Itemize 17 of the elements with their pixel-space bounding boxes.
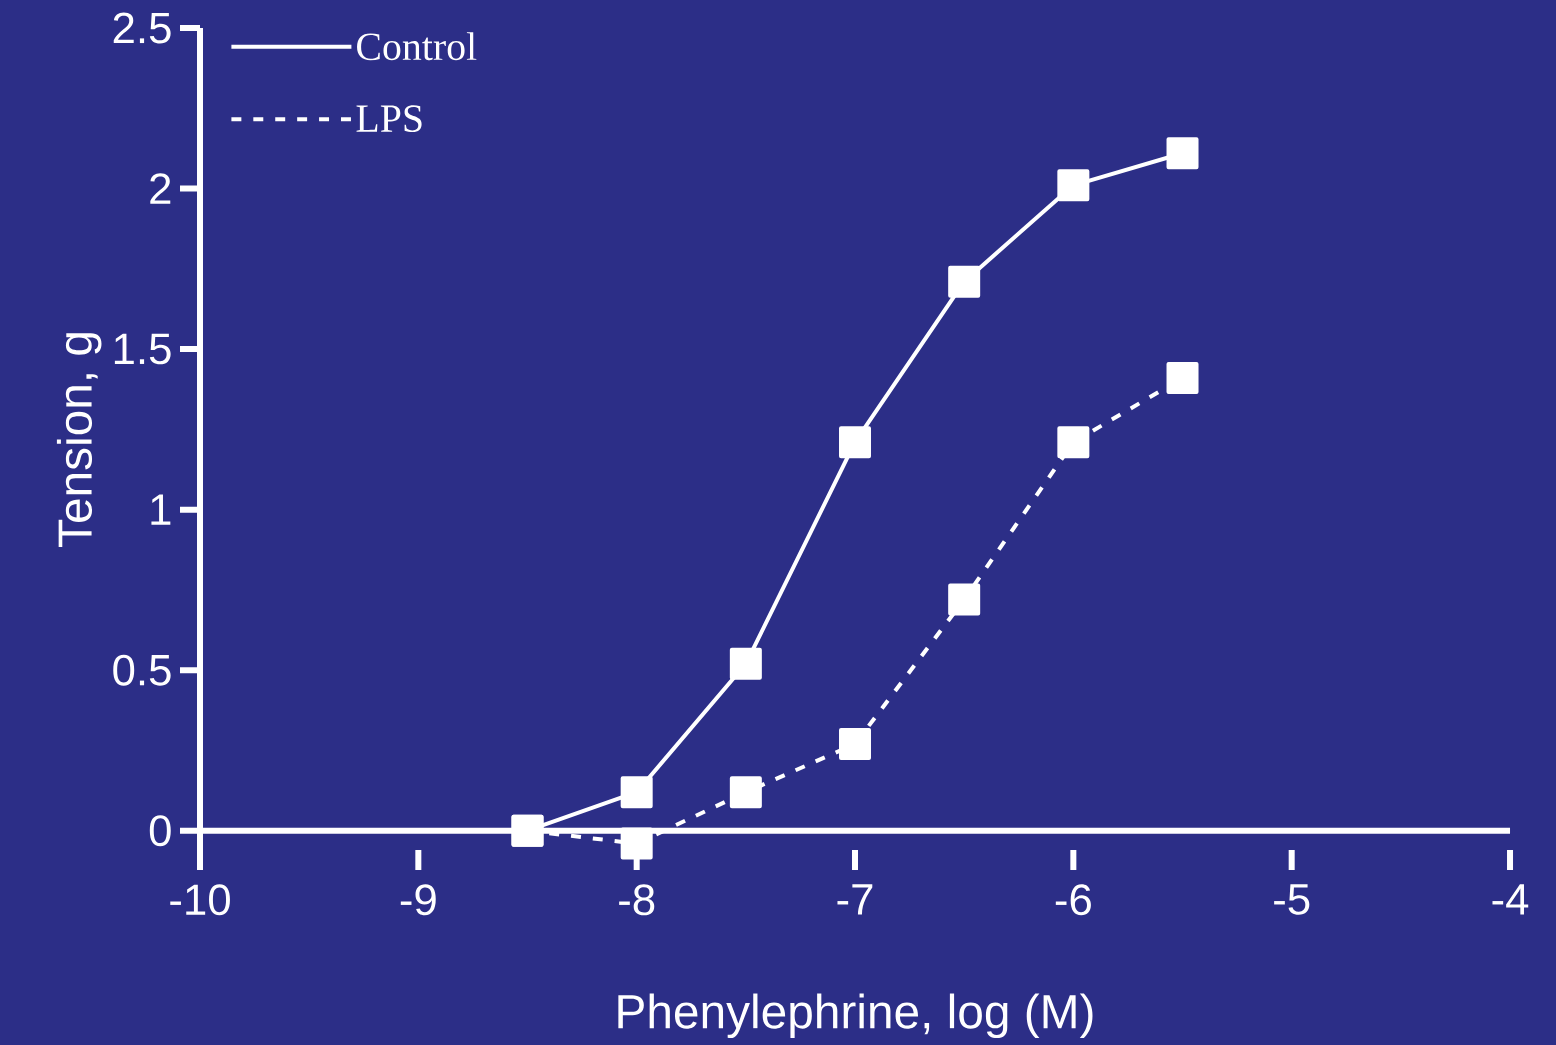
y-axis-title: Tension, g bbox=[56, 333, 102, 547]
y-tick-label: 2.5 bbox=[113, 12, 171, 44]
x-tick-label: -7 bbox=[837, 884, 873, 915]
y-tick-label: 1.5 bbox=[114, 333, 171, 365]
legend-label: Control bbox=[357, 32, 477, 61]
x-tick-label: -4 bbox=[1492, 884, 1529, 915]
y-tick-label: 0.5 bbox=[113, 654, 171, 686]
x-tick-label: -5 bbox=[1274, 884, 1310, 915]
x-axis-title: Phenylephrine, log (M) bbox=[618, 993, 1093, 1039]
y-tick-label: 2 bbox=[150, 173, 171, 204]
y-tick-label: 0 bbox=[149, 815, 171, 847]
x-tick-label: -8 bbox=[619, 884, 655, 916]
legend-label: LPS bbox=[356, 105, 422, 133]
x-tick-label: -10 bbox=[170, 884, 230, 916]
x-tick-label: -9 bbox=[400, 884, 436, 916]
x-tick-label: -6 bbox=[1055, 884, 1091, 916]
y-tick-label: 1 bbox=[151, 494, 171, 525]
